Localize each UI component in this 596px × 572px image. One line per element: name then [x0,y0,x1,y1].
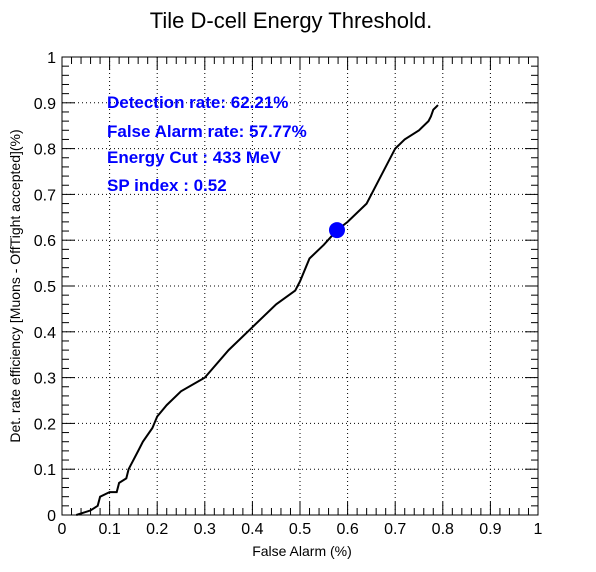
energy-cut-label: Energy Cut : 433 MeV [107,148,281,167]
roc-curve [75,104,439,516]
y-axis-label: Det. rate efficiency [Muons - OffTight a… [7,129,23,442]
y-tick-label: 0.5 [34,279,56,296]
y-tick-label: 0.7 [34,187,56,204]
y-tick-label: 1 [47,50,56,67]
x-tick-label: 0.2 [146,521,168,538]
x-tick-label: 0.8 [432,521,454,538]
operating-point-marker [328,222,345,239]
x-axis-label: False Alarm (%) [252,543,352,559]
y-tick-label: 0.9 [34,96,56,113]
y-tick-label: 0.2 [34,416,56,433]
sp-index-label: SP index : 0.52 [107,176,227,195]
false-alarm-rate-label: False Alarm rate: 57.77% [107,122,307,141]
detection-rate-label: Detection rate: 62.21% [107,93,288,112]
y-tick-label: 0.1 [34,462,56,479]
x-tick-label: 1 [534,521,543,538]
chart-title: Tile D-cell Energy Threshold. [150,8,432,33]
y-tick-label: 0.8 [34,142,56,159]
y-tick-label: 0.4 [34,325,56,342]
x-tick-label: 0.3 [194,521,216,538]
annotations: Detection rate: 62.21% False Alarm rate: … [107,93,307,195]
x-tick-label: 0.9 [479,521,501,538]
x-tick-label: 0.5 [289,521,311,538]
y-tick-labels: 0 0.1 0.2 0.3 0.4 0.5 0.6 0.7 0.8 0.9 1 [34,50,56,525]
x-tick-label: 0.1 [98,521,120,538]
x-tick-labels: 0 0.1 0.2 0.3 0.4 0.5 0.6 0.7 0.8 0.9 1 [58,521,543,538]
x-tick-label: 0.7 [384,521,406,538]
y-tick-label: 0.6 [34,233,56,250]
y-tick-label: 0.3 [34,371,56,388]
x-tick-label: 0.4 [241,521,263,538]
x-tick-label: 0.6 [336,521,358,538]
x-tick-label: 0 [58,521,67,538]
ticks [61,56,539,516]
y-tick-label: 0 [47,508,56,525]
grid [62,57,538,515]
